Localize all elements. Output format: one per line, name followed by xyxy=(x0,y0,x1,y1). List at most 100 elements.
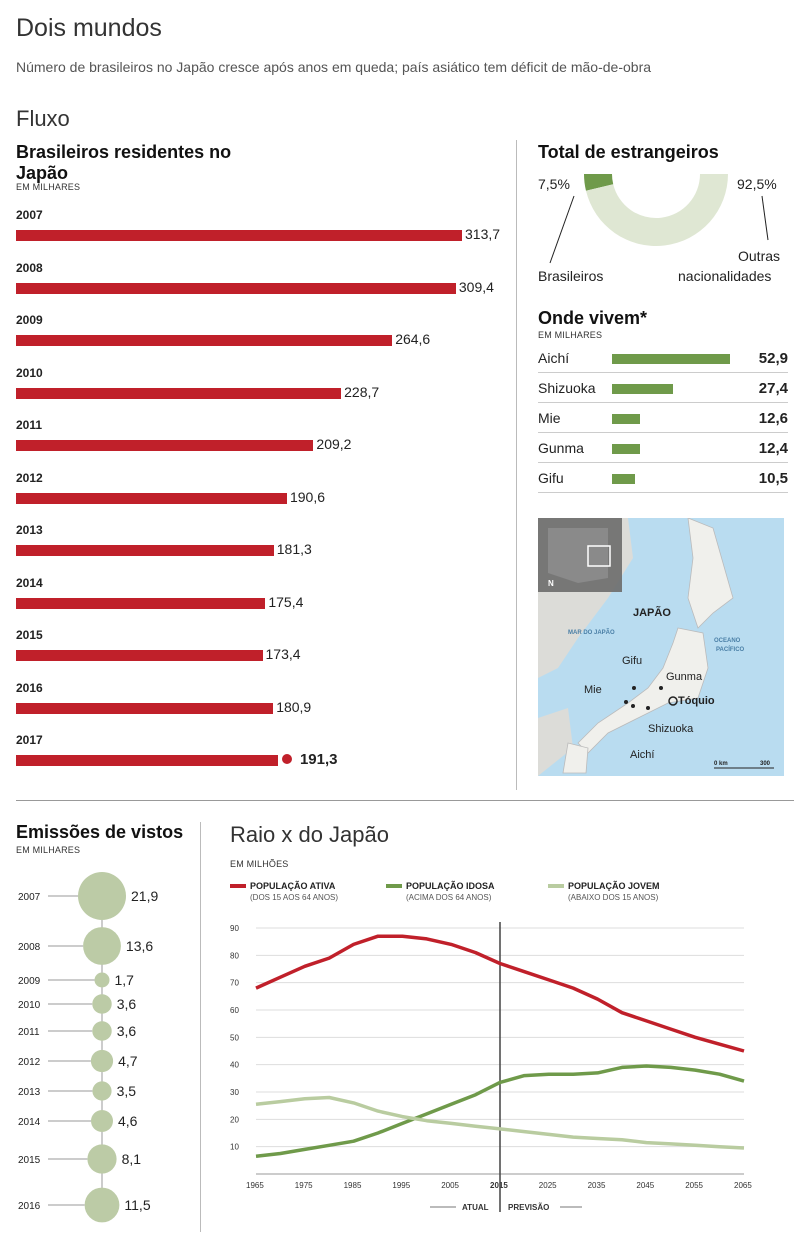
marker-tokyo xyxy=(668,696,678,706)
map-sea: MAR DO JAPÃO xyxy=(568,629,615,636)
map-gifu: Gifu xyxy=(622,655,642,667)
where-label: Mie xyxy=(538,410,561,426)
hokkaido-island xyxy=(687,518,734,629)
visas-bubble xyxy=(87,1144,117,1174)
donut-leader-right xyxy=(761,195,769,241)
marker-gunma xyxy=(659,686,663,690)
visas-year-label: 2009 xyxy=(18,976,41,987)
residents-bar-label: 209,2 xyxy=(316,436,352,452)
visas-bubble xyxy=(84,1187,120,1223)
where-row-divider xyxy=(538,402,788,403)
where-bar xyxy=(612,414,641,424)
where-row-divider xyxy=(538,492,788,493)
where-bar xyxy=(612,474,636,484)
residents-bar xyxy=(16,492,287,504)
visas-value-label: 1,7 xyxy=(115,972,135,988)
current-label: ATUAL xyxy=(462,1203,489,1212)
series-line xyxy=(255,1095,745,1150)
residents-bar xyxy=(16,702,274,714)
residents-bar-label: 309,4 xyxy=(458,278,494,295)
japan-map-svg: N JAPÃO MAR DO JAPÃO OCEANO PACÍFICO Gif… xyxy=(538,518,774,776)
y-tick-label: 30 xyxy=(230,1088,239,1097)
where-row-divider xyxy=(538,462,788,463)
residents-year-label: 2009 xyxy=(16,313,43,327)
legend-note: (ABAIXO DOS 15 ANOS) xyxy=(568,893,659,902)
visas-value-label: 21,9 xyxy=(131,888,158,904)
japan-line-chart: POPULAÇÃO ATIVA (DOS 15 AOS 64 ANOS) POPUL… xyxy=(230,881,752,1212)
y-tick-label: 90 xyxy=(230,924,239,933)
x-tick-label: 1975 xyxy=(295,1181,313,1190)
map-ocean-1: OCEANO xyxy=(714,638,741,644)
japan-xray-title: Raio x do Japão xyxy=(230,822,389,847)
visas-value-label: 4,6 xyxy=(118,1113,138,1129)
y-tick-label: 60 xyxy=(230,1006,239,1015)
map-mie: Mie xyxy=(584,684,602,696)
page-title: Dois mundos xyxy=(16,14,162,42)
visas-value-label: 3,6 xyxy=(117,1023,137,1039)
visas-year-label: 2013 xyxy=(18,1087,41,1098)
series-line xyxy=(255,934,745,1053)
visas-year-label: 2007 xyxy=(18,892,41,903)
where-label: Aichí xyxy=(538,350,570,366)
map-aichi: Aichí xyxy=(630,749,654,761)
residents-bar xyxy=(16,282,456,294)
section-title: Fluxo xyxy=(16,106,70,131)
japan-map: N JAPÃO MAR DO JAPÃO OCEANO PACÍFICO Gif… xyxy=(538,518,784,776)
residents-year-label: 2015 xyxy=(16,628,43,642)
where-bar xyxy=(612,354,730,364)
where-value: 12,6 xyxy=(758,410,788,427)
column-divider xyxy=(516,140,517,790)
residents-bar-label: 264,6 xyxy=(395,331,431,347)
where-label: Gunma xyxy=(538,440,584,456)
inset-land xyxy=(548,528,608,583)
residents-bar xyxy=(16,545,274,556)
marker-mie xyxy=(624,700,628,704)
bottom-column-divider xyxy=(200,822,201,1232)
y-tick-label: 40 xyxy=(230,1061,239,1070)
legend-name: POPULAÇÃO JOVEM xyxy=(568,881,660,891)
residents-bar-endpoint xyxy=(279,752,294,766)
residents-year-label: 2012 xyxy=(16,470,43,485)
visas-year-label: 2014 xyxy=(18,1117,41,1128)
residents-bar-label: 173,4 xyxy=(265,646,301,662)
residents-bar-label: 190,6 xyxy=(289,488,326,505)
scale-1: 300 xyxy=(760,761,771,767)
residents-bar-chart: 2007 313,7 2008 309,4 2009 264,6 2010 228,7 2011… xyxy=(0,200,520,780)
residents-bar xyxy=(16,650,263,661)
where-value: 10,5 xyxy=(758,470,788,487)
map-country: JAPÃO xyxy=(633,606,671,619)
marker-gifu xyxy=(632,686,636,690)
where-value: 12,4 xyxy=(758,440,788,457)
where-live-title: Onde vivem* xyxy=(538,308,648,328)
residents-year-label: 2017 xyxy=(16,733,43,747)
x-tick-label: 1965 xyxy=(246,1181,264,1190)
visas-bubble xyxy=(90,1049,114,1073)
map-shizuoka: Shizuoka xyxy=(648,723,694,735)
forecast-label: PREVISÃO xyxy=(508,1203,549,1212)
residents-bar xyxy=(16,387,342,399)
visas-unit: EM MILHARES xyxy=(16,845,81,855)
map-ocean-2: PACÍFICO xyxy=(716,645,745,653)
map-gunma: Gunma xyxy=(666,671,703,683)
brazilians-label: Brasileiros xyxy=(538,268,604,284)
visas-value-label: 11,5 xyxy=(124,1197,150,1213)
residents-bar xyxy=(16,335,393,346)
visas-value-label: 3,5 xyxy=(117,1083,137,1099)
legend-name: POPULAÇÃO ATIVA xyxy=(250,881,336,891)
residents-year-label: 2013 xyxy=(16,523,43,537)
where-value: 52,9 xyxy=(758,350,788,367)
scale-0: 0 km xyxy=(714,761,728,767)
visas-bubble xyxy=(92,994,112,1014)
x-tick-label: 1985 xyxy=(344,1181,362,1190)
visas-year-label: 2008 xyxy=(18,942,41,953)
where-live-bar-chart: Aichí 52,9 Shizuoka 27,4 Mie 12,6 Gunma 12,4 Gif… xyxy=(538,345,788,495)
korea-land xyxy=(538,708,573,776)
legend-swatch xyxy=(548,884,564,888)
y-tick-label: 20 xyxy=(230,1115,239,1124)
visas-year-label: 2010 xyxy=(18,1000,41,1011)
residents-unit: EM MILHARES xyxy=(16,182,81,192)
x-tick-label: 2045 xyxy=(636,1181,654,1190)
residents-bar-label: 228,7 xyxy=(344,383,380,400)
legend-swatch xyxy=(386,884,402,888)
visas-year-label: 2016 xyxy=(18,1201,41,1212)
